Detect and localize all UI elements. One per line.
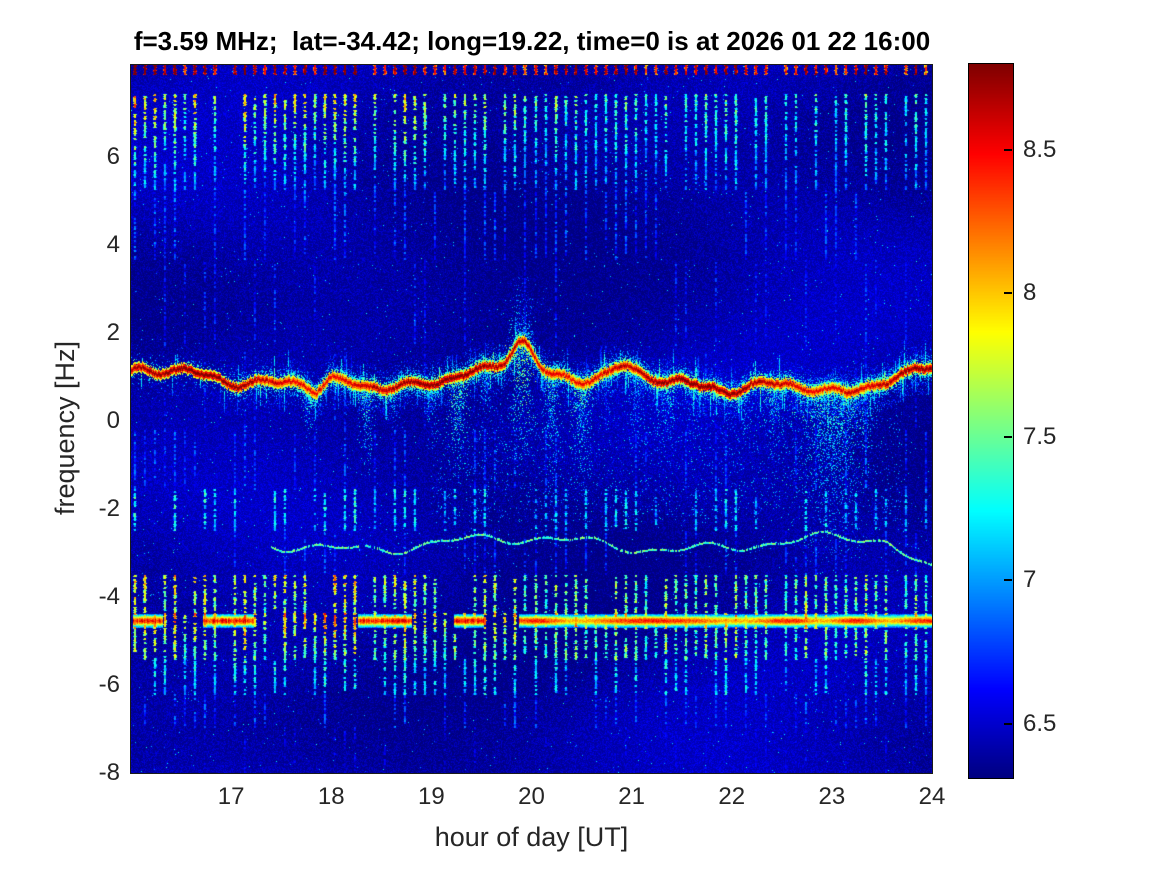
y-tick-label: -2 bbox=[98, 495, 120, 523]
x-axis-label: hour of day [UT] bbox=[434, 822, 629, 852]
colorbar-tick bbox=[1004, 579, 1012, 582]
x-tick-label: 20 bbox=[518, 783, 545, 810]
x-tick-label: 19 bbox=[418, 783, 445, 810]
y-tick-label: 4 bbox=[106, 231, 120, 259]
colorbar-tick bbox=[1004, 435, 1012, 438]
colorbar-canvas bbox=[969, 64, 1013, 778]
x-tick-label: 17 bbox=[217, 783, 245, 810]
y-tick-label: 0 bbox=[106, 407, 120, 435]
colorbar-tick-label: 8 bbox=[1023, 279, 1037, 307]
spectrogram-canvas bbox=[131, 65, 932, 773]
colorbar-tick-label: 8.5 bbox=[1023, 136, 1057, 164]
y-tick-label: 2 bbox=[106, 319, 120, 347]
y-tick-label: -6 bbox=[98, 671, 120, 699]
plot-area bbox=[130, 64, 933, 774]
x-tick-label: 22 bbox=[718, 783, 746, 810]
colorbar bbox=[968, 63, 1014, 779]
x-tick-label: 21 bbox=[618, 783, 645, 810]
y-tick-label: -8 bbox=[98, 759, 120, 786]
colorbar-tick-label: 7.5 bbox=[1023, 422, 1057, 450]
colorbar-tick bbox=[1004, 292, 1012, 295]
colorbar-tick-label: 7 bbox=[1023, 566, 1037, 594]
y-tick-label: -4 bbox=[98, 583, 120, 611]
colorbar-tick bbox=[1004, 149, 1012, 152]
colorbar-tick bbox=[1004, 722, 1012, 725]
plot-title: f=3.59 MHz; lat=-34.42; long=19.22, time… bbox=[133, 26, 931, 56]
y-tick-label: 6 bbox=[106, 143, 120, 171]
x-tick-label: 18 bbox=[317, 783, 345, 810]
colorbar-tick-label: 6.5 bbox=[1023, 709, 1057, 737]
x-tick-label: 24 bbox=[918, 783, 946, 810]
x-tick-label: 23 bbox=[818, 783, 846, 810]
